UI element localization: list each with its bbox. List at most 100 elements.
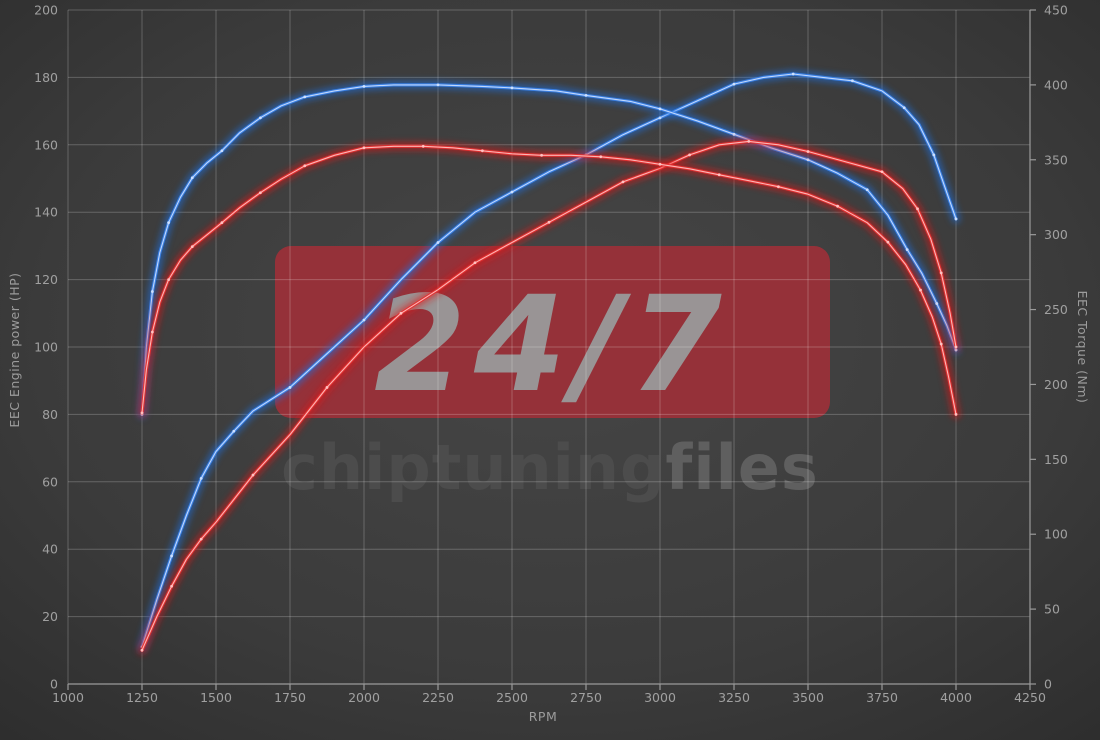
data-point-marker [259, 116, 262, 120]
data-point-marker [954, 345, 958, 349]
data-point-marker [584, 93, 588, 97]
data-point-marker [232, 429, 236, 433]
y-right-tick-label: 0 [1044, 677, 1052, 692]
data-point-marker [170, 554, 174, 558]
data-point-marker [880, 170, 884, 174]
x-tick-label: 3750 [866, 690, 898, 705]
data-point-marker [902, 106, 906, 110]
y-left-tick-label: 20 [42, 609, 58, 624]
y-left-tick-label: 120 [34, 272, 58, 287]
x-tick-label: 1500 [200, 690, 232, 705]
x-tick-label: 2250 [422, 690, 454, 705]
x-tick-label: 3000 [644, 690, 676, 705]
y-right-tick-label: 450 [1044, 3, 1068, 18]
data-point-marker [170, 584, 174, 588]
y-right-tick-label: 250 [1044, 302, 1068, 317]
curve-series [137, 69, 961, 655]
x-tick-label: 2000 [348, 690, 380, 705]
data-point-marker [717, 173, 721, 177]
data-point-marker [362, 318, 366, 322]
curve-core [141, 73, 957, 648]
watermark-badge [275, 246, 830, 418]
data-point-marker [547, 220, 551, 224]
curve-core [141, 140, 957, 651]
data-point-marker [935, 302, 939, 305]
y-left-tick-label: 60 [42, 474, 58, 489]
series-power-blue-tuned [137, 69, 961, 652]
data-point-marker [732, 132, 736, 136]
data-point-marker [688, 153, 691, 157]
data-point-marker [362, 84, 366, 88]
data-point-marker [886, 240, 890, 244]
data-point-marker [167, 278, 171, 281]
data-point-marker [939, 271, 943, 275]
data-point-marker [939, 342, 943, 346]
x-tick-label: 1250 [126, 690, 158, 705]
data-point-marker [540, 153, 543, 157]
curve-core [141, 145, 957, 415]
watermark-brand-right: files [665, 431, 818, 504]
y-right-tick-label: 200 [1044, 377, 1068, 392]
data-point-marker [190, 245, 194, 249]
x-tick-label: 4250 [1014, 690, 1046, 705]
data-point-marker [658, 116, 662, 120]
data-point-marker [288, 386, 292, 389]
data-point-marker [399, 311, 403, 315]
data-point-marker [436, 241, 440, 244]
data-point-marker [658, 162, 662, 166]
y-left-tick-label: 200 [34, 3, 58, 18]
x-axis-title: RPM [529, 709, 558, 724]
data-point-marker [325, 386, 329, 389]
y-left-tick-label: 0 [50, 677, 58, 692]
data-point-marker [220, 221, 224, 225]
y-left-tick-label: 40 [42, 542, 58, 557]
watermark: 24/7 chiptuningfiles [275, 246, 830, 504]
data-point-marker [791, 72, 795, 76]
data-point-marker [140, 648, 144, 652]
y-right-tick-label: 300 [1044, 227, 1068, 242]
y-left-tick-label: 140 [34, 205, 58, 220]
y-left-tick-label: 180 [34, 70, 58, 85]
y-left-tick-label: 80 [42, 407, 58, 422]
data-point-marker [658, 107, 662, 111]
x-tick-label: 1750 [274, 690, 306, 705]
data-point-marker [836, 204, 839, 208]
data-point-marker [481, 149, 484, 153]
data-point-marker [473, 261, 477, 265]
data-point-marker [599, 155, 603, 159]
data-point-marker [362, 146, 366, 150]
data-point-marker [510, 190, 514, 194]
x-tick-label: 2500 [496, 690, 528, 705]
y-left-tick-label: 160 [34, 137, 58, 152]
data-point-marker [919, 288, 922, 292]
y-right-tick-label: 350 [1044, 152, 1068, 167]
y-right-tick-label: 50 [1044, 602, 1060, 617]
data-point-marker [303, 95, 307, 99]
data-point-marker [220, 149, 224, 153]
data-point-marker [259, 191, 262, 195]
data-point-marker [806, 158, 810, 162]
data-point-marker [421, 144, 425, 148]
data-point-marker [436, 83, 440, 87]
data-point-marker [140, 411, 144, 415]
data-point-marker [150, 290, 154, 293]
y-right-tick-label: 400 [1044, 77, 1068, 92]
data-point-marker [303, 164, 307, 168]
x-tick-label: 4000 [940, 690, 972, 705]
x-tick-label: 3500 [792, 690, 824, 705]
y-right-tick-label: 150 [1044, 452, 1068, 467]
data-point-marker [199, 537, 203, 541]
data-point-marker [916, 207, 919, 211]
data-point-marker [251, 473, 255, 477]
data-point-marker [167, 221, 171, 225]
data-point-marker [621, 180, 625, 184]
curve-core [141, 84, 957, 415]
data-point-marker [905, 248, 909, 252]
y-right-tick-label: 100 [1044, 527, 1068, 542]
data-point-marker [777, 185, 780, 189]
data-point-marker [954, 413, 958, 416]
watermark-brand-text: chiptuningfiles [281, 431, 819, 504]
x-tick-label: 1000 [52, 690, 84, 705]
